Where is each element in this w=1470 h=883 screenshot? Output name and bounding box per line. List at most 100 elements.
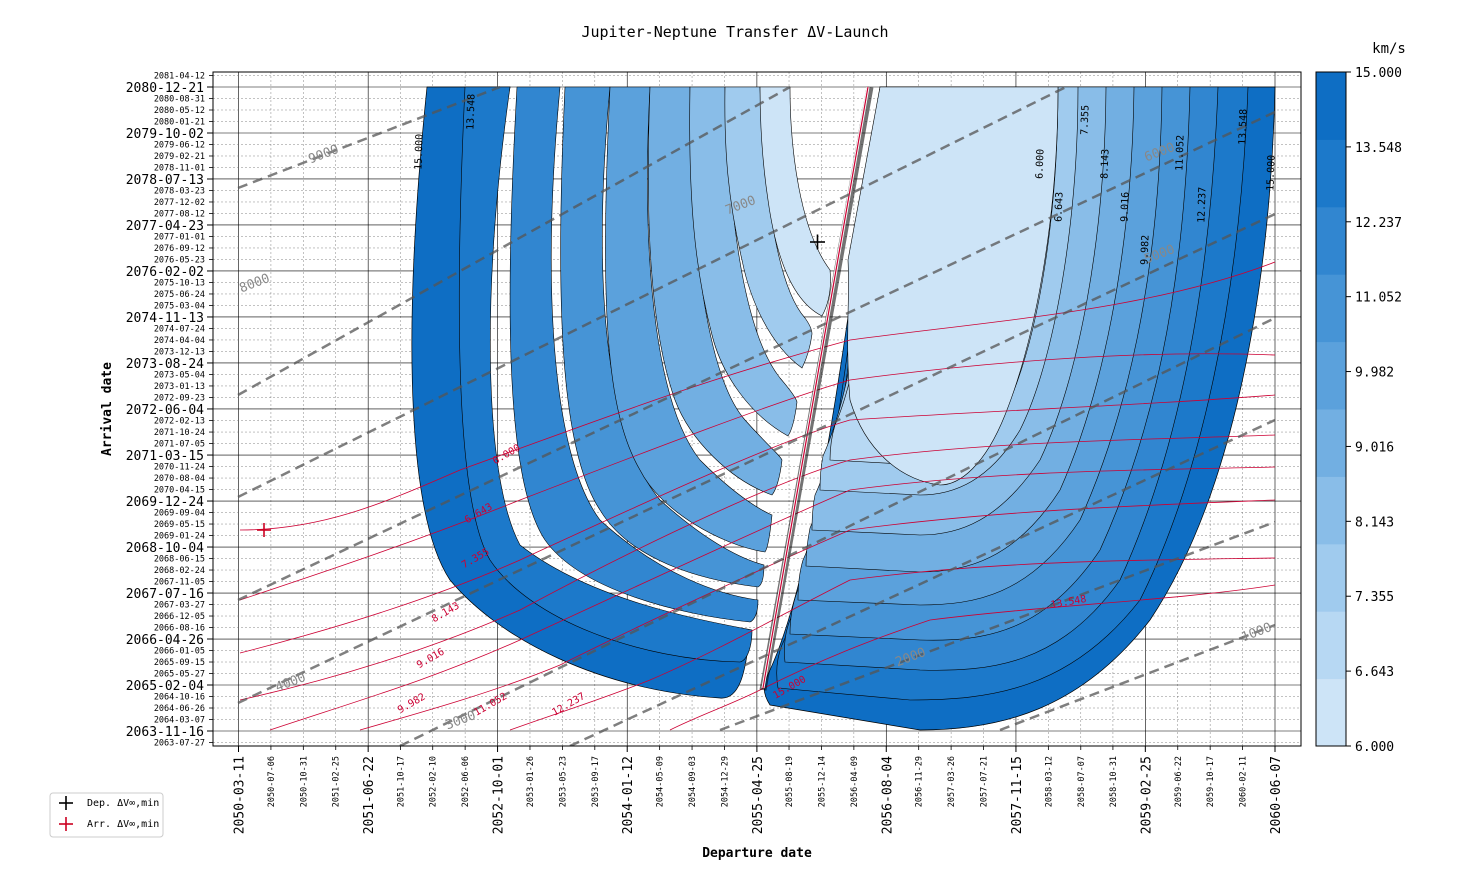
clabel-black-12237: 12.237 <box>1196 187 1208 223</box>
clabel-black-15-left: 15.000 <box>413 134 425 170</box>
x-tick-label-minor: 2057-07-21 <box>980 756 990 807</box>
clabel-black-7355: 7.355 <box>1079 105 1091 135</box>
x-tick-label-major: 2056-08-04 <box>880 756 895 834</box>
y-tick-label-minor: 2070-08-04 <box>154 474 205 484</box>
x-tick-label-major: 2057-11-15 <box>1010 756 1025 834</box>
colorbar-band <box>1316 543 1346 612</box>
clabel-black-13548: 13.548 <box>1237 109 1249 145</box>
clabel-black-15: 15.000 <box>1265 155 1277 191</box>
colorbar-tick-label: 13.548 <box>1355 141 1402 156</box>
y-tick-label-minor: 2069-09-04 <box>154 508 205 518</box>
x-tick-label-minor: 2054-05-09 <box>656 756 666 807</box>
x-tick-label-minor: 2051-02-25 <box>332 756 342 807</box>
y-tick-label-minor: 2075-10-13 <box>154 279 205 289</box>
chart-title: Jupiter-Neptune Transfer ΔV-Launch <box>581 23 888 41</box>
x-tick-label-major: 2052-10-01 <box>492 756 507 834</box>
y-tick-label-minor: 2075-06-24 <box>154 290 205 300</box>
y-tick-label-minor: 2068-02-24 <box>154 566 205 576</box>
tof-label-8000: 8000 <box>237 271 272 296</box>
colorbar-band <box>1316 678 1346 747</box>
colorbar-band <box>1316 341 1346 410</box>
y-tick-label-major: 2069-12-24 <box>126 495 204 510</box>
legend-arr-marker <box>59 817 73 831</box>
y-axis-ticks: 2063-11-16 2065-02-04 2066-04-26 2067-07-16… <box>126 71 213 749</box>
band-left-6 <box>759 86 831 317</box>
y-tick-label-major: 2078-07-13 <box>126 173 204 188</box>
y-tick-label-major: 2068-10-04 <box>126 541 204 556</box>
x-tick-label-minor: 2052-06-06 <box>461 756 471 807</box>
singular-ridge <box>759 86 874 691</box>
x-tick-label-minor: 2054-12-29 <box>720 756 730 807</box>
colorbar-frame <box>1315 71 1347 747</box>
x-tick-label-major: 2051-06-22 <box>362 756 377 834</box>
colorbar-tick-label: 12.237 <box>1355 216 1402 231</box>
x-tick-label-major: 2060-06-07 <box>1269 756 1284 834</box>
y-tick-label-minor: 2070-04-15 <box>154 485 205 495</box>
y-tick-label-minor: 2080-05-12 <box>154 106 205 116</box>
y-tick-label-minor: 2076-05-23 <box>154 256 205 266</box>
legend: Dep. ΔV∞,min Arr. ΔV∞,min <box>49 792 164 838</box>
y-tick-label-minor: 2071-10-24 <box>154 428 205 438</box>
y-tick-label-major: 2071-03-15 <box>126 449 204 464</box>
y-tick-label-minor: 2072-02-13 <box>154 416 205 426</box>
clabel-black-8143: 8.143 <box>1099 149 1111 179</box>
tof-lines <box>237 85 1276 746</box>
colorbar-tick-label: 11.052 <box>1355 291 1402 306</box>
band-right-6 <box>847 86 1059 486</box>
colorbar-tick-label: 6.643 <box>1355 665 1394 680</box>
tof-label-4000: 4000 <box>273 670 308 695</box>
y-tick-label-minor: 2067-03-27 <box>154 600 205 610</box>
legend-arr-label: Arr. ΔV∞,min <box>87 819 159 830</box>
colorbar-band <box>1316 206 1346 275</box>
x-tick-label-minor: 2058-03-12 <box>1044 756 1054 807</box>
y-tick-label-minor: 2076-09-12 <box>154 244 205 254</box>
clabel-black-6643: 6.643 <box>1053 192 1065 222</box>
clabel-black-9016: 9.016 <box>1119 192 1131 222</box>
x-tick-label-minor: 2057-03-26 <box>947 756 957 807</box>
y-tick-label-minor: 2065-05-27 <box>154 669 205 679</box>
colorbar-band <box>1316 72 1346 140</box>
y-tick-label-minor: 2078-03-23 <box>154 187 205 197</box>
band-left-7 <box>724 86 813 369</box>
x-tick-label-minor: 2056-04-09 <box>850 756 860 807</box>
x-tick-label-minor: 2052-02-10 <box>429 756 439 807</box>
y-tick-label-major: 2073-08-24 <box>126 357 204 372</box>
y-tick-label-minor: 2067-11-05 <box>154 577 205 587</box>
y-tick-label-minor: 2075-03-04 <box>154 302 205 312</box>
x-tick-label-minor: 2053-05-23 <box>558 756 568 807</box>
colorbar: 15.000 13.548 12.237 11.052 9.982 9.016 8.143 7… <box>1315 66 1402 755</box>
clabel-black-13-left: 13.548 <box>465 94 477 130</box>
legend-dep-label: Dep. ΔV∞,min <box>87 798 159 809</box>
legend-dep-marker <box>59 796 73 810</box>
y-tick-label-minor: 2073-05-04 <box>154 371 205 381</box>
x-tick-label-minor: 2054-09-03 <box>688 756 698 807</box>
y-tick-label-minor: 2078-11-01 <box>154 164 205 174</box>
colorbar-tick-label: 8.143 <box>1355 515 1394 530</box>
clabel-black-9982: 9.982 <box>1139 235 1151 265</box>
y-tick-label-minor: 2074-07-24 <box>154 325 205 335</box>
y-tick-label-minor: 2077-01-01 <box>154 233 205 243</box>
tof-label-1000: 1000 <box>1239 620 1274 645</box>
y-tick-label-minor: 2063-07-27 <box>154 739 205 749</box>
y-axis-label: Arrival date <box>100 362 115 456</box>
y-tick-label-minor: 2077-08-12 <box>154 210 205 220</box>
y-tick-label-minor: 2069-01-24 <box>154 531 205 541</box>
y-tick-label-minor: 2079-02-21 <box>154 152 205 162</box>
y-tick-label-major: 2077-04-23 <box>126 219 204 234</box>
y-tick-label-major: 2063-11-16 <box>126 725 204 740</box>
x-tick-label-minor: 2053-09-17 <box>591 756 601 807</box>
x-tick-label-major: 2055-04-25 <box>751 756 766 834</box>
tof-label-9000: 9000 <box>306 142 341 167</box>
clabel-red-9016: 9.016 <box>415 647 447 672</box>
x-tick-label-major: 2050-03-11 <box>233 756 248 834</box>
black-contour-labels: 15.000 13.548 6.000 6.643 7.355 8.143 9.… <box>413 94 1277 265</box>
y-tick-label-major: 2065-02-04 <box>126 679 204 694</box>
y-tick-label-minor: 2071-07-05 <box>154 439 205 449</box>
y-tick-label-minor: 2065-09-15 <box>154 658 205 668</box>
y-tick-label-minor: 2064-03-07 <box>154 715 205 725</box>
red-contours <box>239 261 1276 731</box>
clabel-black-11052: 11.052 <box>1174 135 1186 171</box>
colorbar-band <box>1316 409 1346 477</box>
x-tick-label-minor: 2055-08-19 <box>785 756 795 807</box>
x-tick-label-minor: 2059-10-17 <box>1206 756 1216 807</box>
